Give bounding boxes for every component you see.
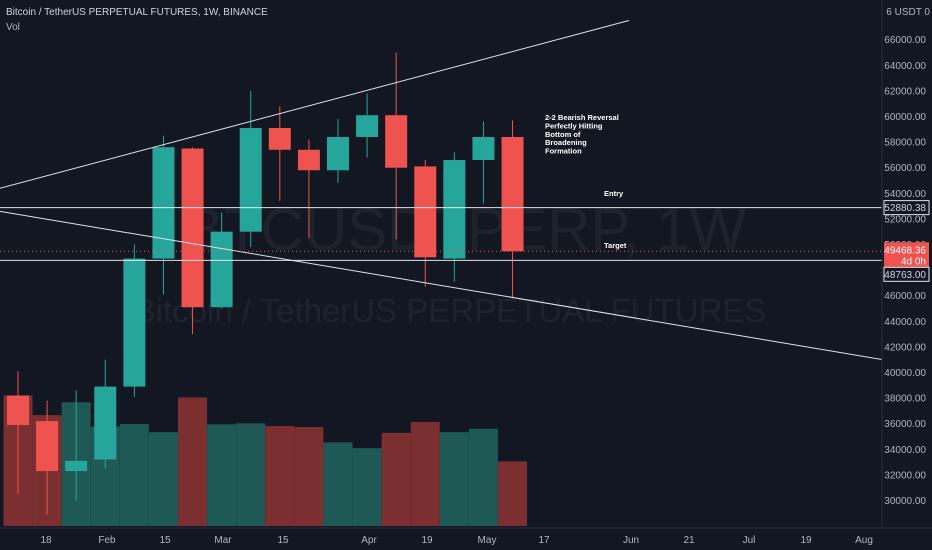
x-tick-label: Aug (855, 535, 873, 546)
x-tick-label: 15 (159, 535, 171, 546)
bullish-candle (65, 460, 88, 472)
x-tick-label: 19 (421, 535, 433, 546)
x-tick-label: Jul (743, 535, 756, 546)
y-tick-label: 66000.00 (884, 35, 926, 46)
x-tick-label: 21 (683, 535, 695, 546)
entry-price-label: 52880.38 (884, 203, 926, 214)
bullish-candle (94, 386, 117, 460)
bearish-candle (385, 115, 408, 168)
bullish-candle (152, 147, 175, 259)
y-tick-label: 62000.00 (884, 86, 926, 97)
bullish-candle (472, 136, 495, 161)
target-line-label: Target (604, 241, 627, 250)
last-price-box (884, 242, 929, 268)
target-price-label: 48763.00 (884, 270, 926, 281)
entry-line-label: Entry (604, 189, 624, 198)
x-tick-label: 15 (277, 535, 289, 546)
volume-bar (323, 442, 353, 526)
bullish-candle (210, 231, 233, 308)
volume-bar (148, 432, 178, 526)
volume-bar (352, 448, 382, 526)
y-tick-label: 44000.00 (884, 317, 926, 328)
y-tick-label: 46000.00 (884, 291, 926, 302)
x-tick-label: 17 (538, 535, 550, 546)
volume-bar (498, 461, 528, 526)
bullish-candle (123, 258, 146, 387)
volume-bar (207, 424, 237, 526)
currency-label: 6 USDT 0 (886, 7, 930, 18)
bullish-candle (443, 160, 466, 259)
annotation-line: Perfectly Hitting (545, 121, 603, 130)
bearish-candle (414, 166, 437, 258)
last-price-label: 49468.36 (884, 245, 926, 256)
y-tick-label: 30000.00 (884, 496, 926, 507)
y-tick-label: 56000.00 (884, 163, 926, 174)
annotation-line: Broadening (545, 138, 587, 147)
bearish-candle (7, 395, 29, 425)
bullish-candle (239, 128, 262, 232)
y-tick-label: 64000.00 (884, 61, 926, 72)
volume-bar (178, 397, 208, 526)
x-tick-label: Mar (214, 535, 232, 546)
volume-bar (265, 426, 295, 526)
volume-bar (410, 421, 440, 526)
x-tick-label: 19 (800, 535, 812, 546)
y-tick-label: 38000.00 (884, 394, 926, 405)
upper-broadening-line (0, 20, 630, 189)
x-tick-label: Jun (623, 535, 639, 546)
annotation-line: 2-2 Bearish Reversal (545, 113, 619, 122)
bullish-candle (356, 115, 379, 137)
y-tick-label: 42000.00 (884, 342, 926, 353)
y-tick-label: 60000.00 (884, 112, 926, 123)
bearish-candle (36, 421, 59, 472)
x-tick-label: Feb (98, 535, 116, 546)
bearish-candle (501, 136, 524, 252)
y-tick-label: 52000.00 (884, 214, 926, 225)
volume-bar (236, 423, 266, 526)
y-tick-label: 32000.00 (884, 470, 926, 481)
lower-broadening-line (0, 210, 891, 362)
volume-bar (294, 427, 324, 526)
y-tick-label: 54000.00 (884, 189, 926, 200)
countdown-label: 4d 0h (901, 256, 926, 267)
y-tick-label: 40000.00 (884, 368, 926, 379)
time-axis (0, 528, 932, 550)
y-tick-label: 58000.00 (884, 138, 926, 149)
x-tick-label: 18 (40, 535, 52, 546)
entry-price-box (883, 200, 930, 216)
symbol-title: Bitcoin / TetherUS PERPETUAL FUTURES, 1W… (6, 7, 268, 18)
x-tick-label: May (478, 535, 497, 546)
bearish-candle (268, 128, 291, 150)
y-tick-label: 36000.00 (884, 419, 926, 430)
target-price-box (883, 266, 930, 282)
bullish-candle (326, 136, 349, 171)
volume-indicator-label[interactable]: Vol (6, 22, 20, 33)
annotation-line: Formation (545, 147, 582, 156)
volume-bar (119, 424, 149, 526)
chart-header: Bitcoin / TetherUS PERPETUAL FUTURES, 1W… (6, 5, 268, 35)
volume-bar (439, 432, 469, 526)
bearish-candle (181, 148, 204, 308)
volume-bar (468, 428, 498, 526)
volume-bar (381, 432, 411, 526)
y-tick-label: 34000.00 (884, 445, 926, 456)
x-tick-label: Apr (361, 535, 377, 546)
bearish-candle (297, 149, 320, 171)
annotation-line: Bottom of (545, 130, 581, 139)
